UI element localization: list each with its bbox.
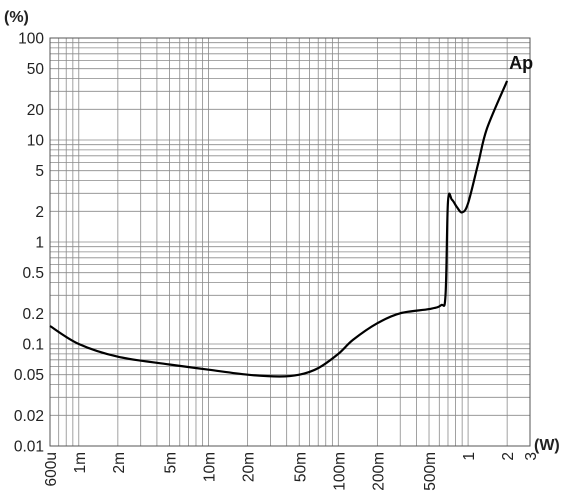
- x-axis-unit-label: (W): [534, 437, 560, 454]
- x-tick-label: 3: [523, 452, 540, 461]
- x-tick-label: 1: [461, 452, 478, 461]
- y-tick-label: 20: [27, 102, 45, 119]
- x-tick-label: 50m: [292, 452, 309, 482]
- y-tick-label: 0.02: [14, 408, 44, 425]
- y-tick-label: 0.05: [14, 367, 44, 384]
- x-tick-label: 100m: [331, 452, 348, 491]
- series-label: Ap: [509, 53, 533, 73]
- x-tick-label: 500m: [422, 452, 439, 491]
- y-tick-label: 5: [35, 163, 44, 180]
- x-tick-label: 20m: [241, 452, 258, 482]
- series: Ap: [49, 53, 533, 378]
- x-tick-label: 2: [500, 452, 517, 461]
- x-tick-label: 10m: [202, 452, 219, 482]
- grid: [49, 37, 531, 447]
- x-tick-label: 5m: [162, 452, 179, 474]
- y-tick-label: 0.5: [22, 265, 44, 282]
- series-line: [49, 80, 509, 378]
- x-tick-label: 1m: [72, 452, 89, 474]
- y-tick-label: 0.1: [22, 337, 44, 354]
- y-tick-label: 50: [27, 61, 45, 78]
- y-tick-label: 2: [35, 204, 44, 221]
- y-tick-label: 10: [27, 133, 45, 150]
- y-tick-label: 0.01: [14, 439, 44, 456]
- plot-frame: [49, 37, 531, 447]
- x-tick-label: 2m: [111, 452, 128, 474]
- y-tick-label: 100: [18, 31, 44, 48]
- x-tick-label: 600u: [43, 452, 60, 486]
- y-axis-unit-label: (%): [4, 9, 29, 26]
- y-tick-label: 1: [35, 235, 44, 252]
- y-tick-label: 0.2: [22, 306, 44, 323]
- x-tick-label: 200m: [370, 452, 387, 491]
